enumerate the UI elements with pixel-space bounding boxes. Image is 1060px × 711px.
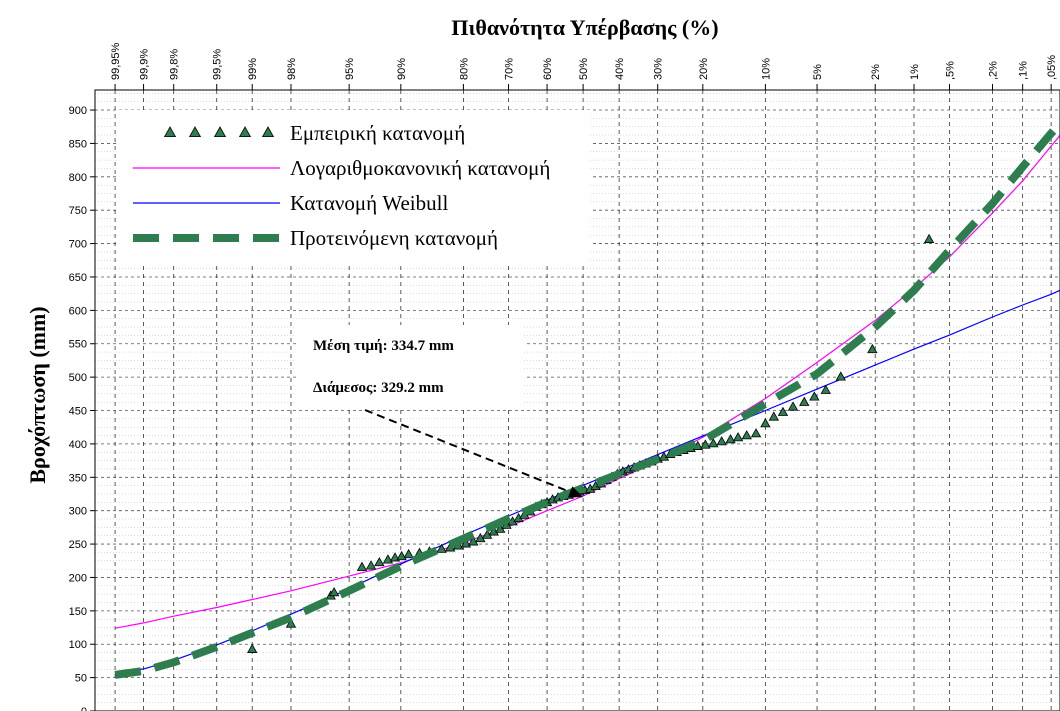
- y-tick-labels: 0 50 100 150 200 250 300 350 400 450 500 550 600 650 7…: [69, 105, 95, 711]
- legend-marker: [261, 126, 275, 138]
- empirical-point: [716, 436, 727, 446]
- empirical-point: [820, 384, 831, 394]
- legend-marker: [213, 126, 227, 138]
- empirical-point: [809, 391, 820, 401]
- y-tick-label: 100: [69, 639, 87, 651]
- annotation-box: Μέση τιμή: 334.7 mm Διάμεσος: 329.2 mm: [296, 325, 524, 410]
- x-tick-label: 10%: [760, 58, 772, 80]
- x-tick-label: 95%: [344, 58, 356, 80]
- empirical-point: [923, 233, 935, 243]
- mean-annotation: Μέση τιμή: 334.7 mm: [313, 338, 454, 354]
- x-tick-labels: 99,95% 99,9% 99,8% 99,5% 99% 98% 95% 90% 80% 70% 6…: [110, 42, 1058, 90]
- y-tick-label: 550: [69, 339, 87, 351]
- y-tick-label: 450: [69, 406, 87, 418]
- x-tick-label: ,1%: [1018, 61, 1030, 80]
- y-tick-label: 200: [69, 572, 87, 584]
- empirical-point: [760, 418, 771, 428]
- empirical-point: [700, 439, 711, 449]
- legend-marker: [163, 126, 177, 138]
- x-tick-label: 99,8%: [169, 49, 181, 80]
- y-tick-label: 600: [69, 305, 87, 317]
- x-tick-label: 70%: [504, 58, 516, 80]
- y-tick-label: 0: [81, 706, 87, 711]
- legend-label: Λογαριθμοκανονική κατανομή: [290, 156, 550, 180]
- median-arrow: [364, 409, 571, 493]
- x-tick-label: 99,9%: [139, 49, 151, 80]
- y-tick-label: 850: [69, 138, 87, 150]
- y-tick-label: 50: [75, 673, 87, 685]
- x-tick-label: 60%: [542, 58, 554, 80]
- x-tick-label: 50%: [578, 58, 590, 80]
- empirical-point: [725, 434, 736, 444]
- empirical-point: [365, 560, 377, 570]
- x-tick-label: 2%: [870, 64, 882, 80]
- y-tick-label: 500: [69, 372, 87, 384]
- empirical-point: [460, 538, 472, 548]
- y-tick-label: 400: [69, 439, 87, 451]
- y-tick-label: 350: [69, 472, 87, 484]
- x-tick-label: ,2%: [987, 61, 999, 80]
- x-tick-label: ,5%: [944, 61, 956, 80]
- empirical-point: [468, 536, 479, 546]
- plot-frame: [94, 89, 1060, 711]
- median-annotation: Διάμεσος: 329.2 mm: [313, 380, 444, 396]
- empirical-point: [396, 550, 407, 561]
- empirical-point: [374, 556, 385, 567]
- median-arrowhead: [567, 486, 584, 498]
- empirical-point: [750, 428, 762, 438]
- empirical-point: [436, 543, 447, 553]
- series-line-3: [114, 120, 1060, 679]
- y-axis-label: Βροχόπτωση (mm): [25, 306, 50, 483]
- annotation-background: [296, 325, 524, 410]
- y-tick-label: 700: [69, 239, 87, 251]
- empirical-point: [777, 406, 789, 416]
- x-tick-label: 1%: [909, 64, 921, 80]
- x-tick-label: 80%: [458, 58, 470, 80]
- empirical-point: [247, 643, 258, 653]
- y-tick-label: 900: [69, 105, 87, 117]
- y-tick-label: 250: [69, 539, 87, 551]
- empirical-point: [356, 561, 368, 571]
- y-tick-label: 750: [69, 205, 87, 217]
- chart-title: Πιθανότητα Υπέρβασης (%): [451, 15, 718, 40]
- empirical-point: [787, 401, 799, 411]
- empirical-point: [708, 438, 719, 448]
- x-tick-label: 30%: [653, 58, 665, 80]
- empirical-point: [799, 396, 810, 406]
- empirical-point: [328, 586, 340, 597]
- x-tick-label: 90%: [396, 58, 408, 80]
- empirical-point: [867, 343, 878, 354]
- legend-label: Κατανομή Weibull: [290, 191, 448, 215]
- x-tick-label: ,05%: [1046, 55, 1058, 80]
- x-tick-label: 40%: [614, 58, 626, 80]
- legend-marker: [188, 126, 202, 138]
- legend-label: Εμπειρική κατανομή: [290, 121, 465, 145]
- y-tick-label: 300: [69, 506, 87, 518]
- series-line-2: [114, 289, 1060, 675]
- empirical-point: [741, 430, 752, 440]
- empirical-point: [403, 548, 414, 559]
- legend-label: Προτεινόμενη κατανομή: [290, 226, 498, 250]
- empirical-point: [768, 411, 779, 421]
- y-tick-label: 650: [69, 272, 87, 284]
- empirical-point: [285, 618, 297, 628]
- empirical-point: [732, 432, 744, 442]
- x-tick-label: 99%: [247, 58, 259, 80]
- y-tick-label: 800: [69, 172, 87, 184]
- legend-marker: [238, 126, 252, 138]
- y-tick-label: 150: [69, 606, 87, 618]
- empirical-point: [835, 371, 847, 381]
- x-tick-label: 99,5%: [212, 49, 224, 80]
- x-tick-label: 98%: [286, 58, 298, 80]
- legend: Εμπειρική κατανομή Λογαριθμοκανονική κατα…: [118, 110, 590, 265]
- x-tick-label: 20%: [698, 58, 710, 80]
- empirical-point: [382, 554, 394, 564]
- x-tick-label: 99,95%: [110, 42, 122, 80]
- series-layer: [114, 120, 1060, 679]
- x-tick-label: 5%: [812, 64, 824, 80]
